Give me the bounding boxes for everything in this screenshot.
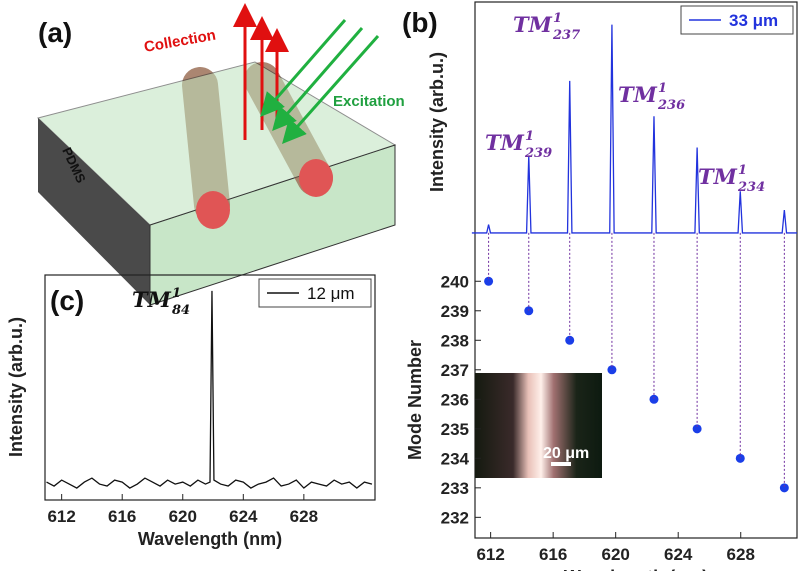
y-tick-label: 234 [441, 449, 470, 468]
x-tick-label: 624 [664, 545, 693, 564]
x-tick-label: 624 [229, 507, 258, 526]
x-tick-label: 616 [539, 545, 567, 564]
inset-image [475, 373, 602, 478]
x-tick-label: 612 [476, 545, 504, 564]
legend-label: 33 μm [729, 11, 778, 30]
mode-label: TM [132, 287, 172, 312]
figure: (a) Collection Excitation PDMS 20 μm Int… [0, 0, 798, 571]
x-tick-label: 612 [47, 507, 75, 526]
mode-label-sup: 1 [738, 163, 747, 178]
x-tick-label: 616 [108, 507, 136, 526]
mode-label-sub: 234 [737, 180, 765, 195]
y-axis-title: Intensity (arb.u.) [427, 52, 447, 192]
x-axis-title: Wavelength (nm) [564, 567, 708, 571]
y-tick-label: 233 [441, 479, 469, 498]
mode-label-sub: 239 [524, 146, 552, 161]
y-tick-label: 237 [441, 361, 469, 380]
legend-label: 12 μm [307, 284, 355, 303]
mode-label-sub: 237 [552, 28, 580, 43]
x-tick-label: 620 [601, 545, 629, 564]
y-axis-title: Mode Number [405, 340, 425, 460]
x-tick-label: 620 [169, 507, 197, 526]
x-axis-title: Wavelength (nm) [138, 529, 282, 549]
mode-label-sup: 1 [525, 129, 534, 144]
mode-label-sub: 236 [657, 98, 685, 113]
schematic [38, 15, 395, 305]
mode-label: TM [698, 164, 738, 189]
mode-label-sup: 1 [172, 286, 181, 301]
y-tick-label: 240 [441, 272, 469, 291]
spectrum-line [47, 291, 372, 488]
y-tick-label: 235 [441, 420, 469, 439]
y-axis-title: Intensity (arb.u.) [6, 317, 26, 457]
y-tick-label: 232 [441, 508, 469, 527]
panel-label: (b) [402, 7, 438, 38]
mode-label-sub: 84 [172, 303, 190, 318]
mode-label: TM [618, 82, 658, 107]
panel-label: (c) [50, 285, 84, 316]
mode-label: TM [485, 130, 525, 155]
spectrum-line [472, 25, 797, 233]
y-tick-label: 238 [441, 331, 469, 350]
x-tick-label: 628 [727, 545, 755, 564]
panel-label: (a) [38, 17, 72, 48]
mode-label-sup: 1 [658, 81, 667, 96]
x-tick-label: 628 [290, 507, 318, 526]
mode-label: TM [513, 12, 553, 37]
collection-label: Collection [143, 27, 217, 56]
y-tick-label: 239 [441, 302, 469, 321]
y-tick-label: 236 [441, 390, 469, 409]
scale-bar-label: 20 μm [543, 445, 589, 462]
mode-label-sup: 1 [553, 11, 562, 26]
excitation-label: Excitation [333, 93, 405, 110]
